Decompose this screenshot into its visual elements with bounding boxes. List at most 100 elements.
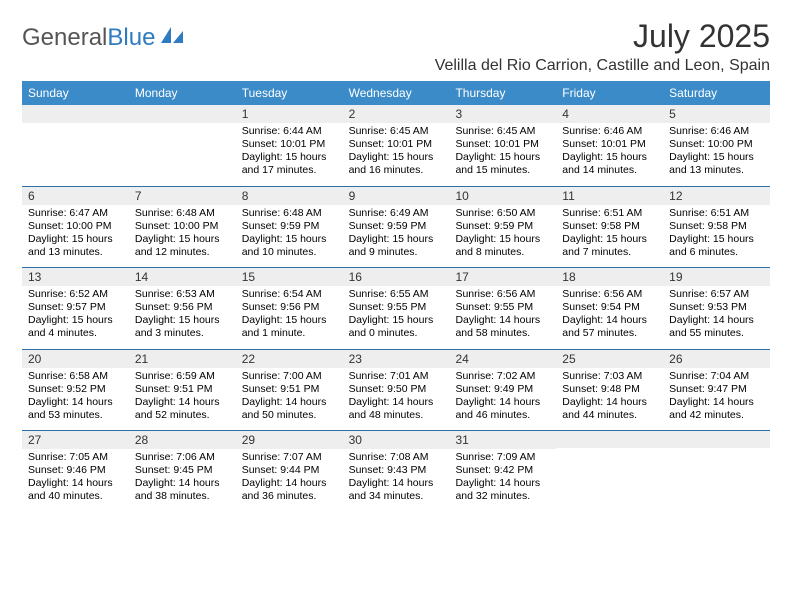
daylight-text: and 8 minutes. <box>455 246 550 259</box>
daylight-text: Daylight: 14 hours <box>135 477 230 490</box>
daylight-text: and 0 minutes. <box>349 327 444 340</box>
sunset-text: Sunset: 10:00 PM <box>135 220 230 233</box>
logo-text-general: General <box>22 24 107 52</box>
day-data: Sunrise: 7:08 AMSunset: 9:43 PMDaylight:… <box>343 449 450 512</box>
day-number: 30 <box>343 430 450 449</box>
day-data: Sunrise: 7:00 AMSunset: 9:51 PMDaylight:… <box>236 368 343 431</box>
daylight-text: Daylight: 15 hours <box>669 233 764 246</box>
day-data: Sunrise: 7:05 AMSunset: 9:46 PMDaylight:… <box>22 449 129 512</box>
daylight-text: Daylight: 15 hours <box>135 314 230 327</box>
day-number <box>663 430 770 448</box>
calendar-day: 9Sunrise: 6:49 AMSunset: 9:59 PMDaylight… <box>343 186 450 268</box>
calendar-week: 20Sunrise: 6:58 AMSunset: 9:52 PMDayligh… <box>22 349 770 431</box>
sunset-text: Sunset: 9:53 PM <box>669 301 764 314</box>
daylight-text: and 48 minutes. <box>349 409 444 422</box>
daylight-text: and 16 minutes. <box>349 164 444 177</box>
sunset-text: Sunset: 9:51 PM <box>135 383 230 396</box>
sunrise-text: Sunrise: 7:06 AM <box>135 451 230 464</box>
day-number: 5 <box>663 105 770 123</box>
calendar-day: 26Sunrise: 7:04 AMSunset: 9:47 PMDayligh… <box>663 349 770 431</box>
daylight-text: and 13 minutes. <box>28 246 123 259</box>
sunrise-text: Sunrise: 7:02 AM <box>455 370 550 383</box>
daylight-text: and 9 minutes. <box>349 246 444 259</box>
sunrise-text: Sunrise: 6:54 AM <box>242 288 337 301</box>
daylight-text: and 50 minutes. <box>242 409 337 422</box>
daylight-text: Daylight: 15 hours <box>669 151 764 164</box>
day-data: Sunrise: 7:06 AMSunset: 9:45 PMDaylight:… <box>129 449 236 512</box>
calendar-day: 20Sunrise: 6:58 AMSunset: 9:52 PMDayligh… <box>22 349 129 431</box>
title-block: July 2025 Velilla del Rio Carrion, Casti… <box>435 18 770 75</box>
day-number <box>129 105 236 123</box>
sunset-text: Sunset: 9:44 PM <box>242 464 337 477</box>
sunset-text: Sunset: 9:56 PM <box>135 301 230 314</box>
calendar-day: 24Sunrise: 7:02 AMSunset: 9:49 PMDayligh… <box>449 349 556 431</box>
daylight-text: Daylight: 14 hours <box>669 396 764 409</box>
day-number: 12 <box>663 186 770 205</box>
sunrise-text: Sunrise: 6:47 AM <box>28 207 123 220</box>
day-data <box>556 448 663 506</box>
calendar-day: 27Sunrise: 7:05 AMSunset: 9:46 PMDayligh… <box>22 430 129 512</box>
sunrise-text: Sunrise: 6:51 AM <box>562 207 657 220</box>
calendar-day: 21Sunrise: 6:59 AMSunset: 9:51 PMDayligh… <box>129 349 236 431</box>
calendar-day: 28Sunrise: 7:06 AMSunset: 9:45 PMDayligh… <box>129 430 236 512</box>
sunset-text: Sunset: 9:50 PM <box>349 383 444 396</box>
day-number: 10 <box>449 186 556 205</box>
calendar-day: 11Sunrise: 6:51 AMSunset: 9:58 PMDayligh… <box>556 186 663 268</box>
daylight-text: and 42 minutes. <box>669 409 764 422</box>
calendar-day: 1Sunrise: 6:44 AMSunset: 10:01 PMDayligh… <box>236 105 343 186</box>
calendar-day <box>22 105 129 186</box>
calendar-day: 2Sunrise: 6:45 AMSunset: 10:01 PMDayligh… <box>343 105 450 186</box>
day-number: 6 <box>22 186 129 205</box>
calendar-day <box>129 105 236 186</box>
day-number: 2 <box>343 105 450 123</box>
day-number: 15 <box>236 267 343 286</box>
sunrise-text: Sunrise: 6:59 AM <box>135 370 230 383</box>
sunset-text: Sunset: 10:01 PM <box>562 138 657 151</box>
day-data <box>129 123 236 181</box>
sunset-text: Sunset: 9:45 PM <box>135 464 230 477</box>
daylight-text: and 32 minutes. <box>455 490 550 503</box>
sunrise-text: Sunrise: 7:00 AM <box>242 370 337 383</box>
day-number: 13 <box>22 267 129 286</box>
sunset-text: Sunset: 9:49 PM <box>455 383 550 396</box>
sunset-text: Sunset: 9:48 PM <box>562 383 657 396</box>
day-data <box>663 448 770 506</box>
sunset-text: Sunset: 9:47 PM <box>669 383 764 396</box>
sails-icon <box>159 24 185 52</box>
daylight-text: Daylight: 15 hours <box>562 151 657 164</box>
daylight-text: and 4 minutes. <box>28 327 123 340</box>
daylight-text: Daylight: 14 hours <box>242 396 337 409</box>
calendar-week: 6Sunrise: 6:47 AMSunset: 10:00 PMDayligh… <box>22 186 770 268</box>
daylight-text: Daylight: 14 hours <box>28 477 123 490</box>
day-number: 27 <box>22 430 129 449</box>
daylight-text: and 34 minutes. <box>349 490 444 503</box>
month-title: July 2025 <box>435 18 770 55</box>
sunrise-text: Sunrise: 6:46 AM <box>669 125 764 138</box>
daylight-text: Daylight: 14 hours <box>349 477 444 490</box>
day-data: Sunrise: 6:49 AMSunset: 9:59 PMDaylight:… <box>343 205 450 268</box>
day-data: Sunrise: 7:04 AMSunset: 9:47 PMDaylight:… <box>663 368 770 431</box>
sunset-text: Sunset: 10:00 PM <box>28 220 123 233</box>
weekday-header: Friday <box>556 81 663 105</box>
calendar-day: 12Sunrise: 6:51 AMSunset: 9:58 PMDayligh… <box>663 186 770 268</box>
sunrise-text: Sunrise: 6:55 AM <box>349 288 444 301</box>
day-data: Sunrise: 7:03 AMSunset: 9:48 PMDaylight:… <box>556 368 663 431</box>
daylight-text: and 57 minutes. <box>562 327 657 340</box>
weekday-header: Thursday <box>449 81 556 105</box>
day-data: Sunrise: 6:58 AMSunset: 9:52 PMDaylight:… <box>22 368 129 431</box>
calendar-day: 5Sunrise: 6:46 AMSunset: 10:00 PMDayligh… <box>663 105 770 186</box>
day-number: 31 <box>449 430 556 449</box>
daylight-text: and 6 minutes. <box>669 246 764 259</box>
daylight-text: and 15 minutes. <box>455 164 550 177</box>
daylight-text: Daylight: 14 hours <box>455 314 550 327</box>
logo: GeneralBlue <box>22 18 185 52</box>
day-data: Sunrise: 6:55 AMSunset: 9:55 PMDaylight:… <box>343 286 450 349</box>
day-number: 26 <box>663 349 770 368</box>
sunrise-text: Sunrise: 6:50 AM <box>455 207 550 220</box>
day-data: Sunrise: 6:46 AMSunset: 10:01 PMDaylight… <box>556 123 663 186</box>
sunset-text: Sunset: 9:54 PM <box>562 301 657 314</box>
day-number: 17 <box>449 267 556 286</box>
daylight-text: Daylight: 14 hours <box>135 396 230 409</box>
daylight-text: Daylight: 14 hours <box>669 314 764 327</box>
daylight-text: and 53 minutes. <box>28 409 123 422</box>
